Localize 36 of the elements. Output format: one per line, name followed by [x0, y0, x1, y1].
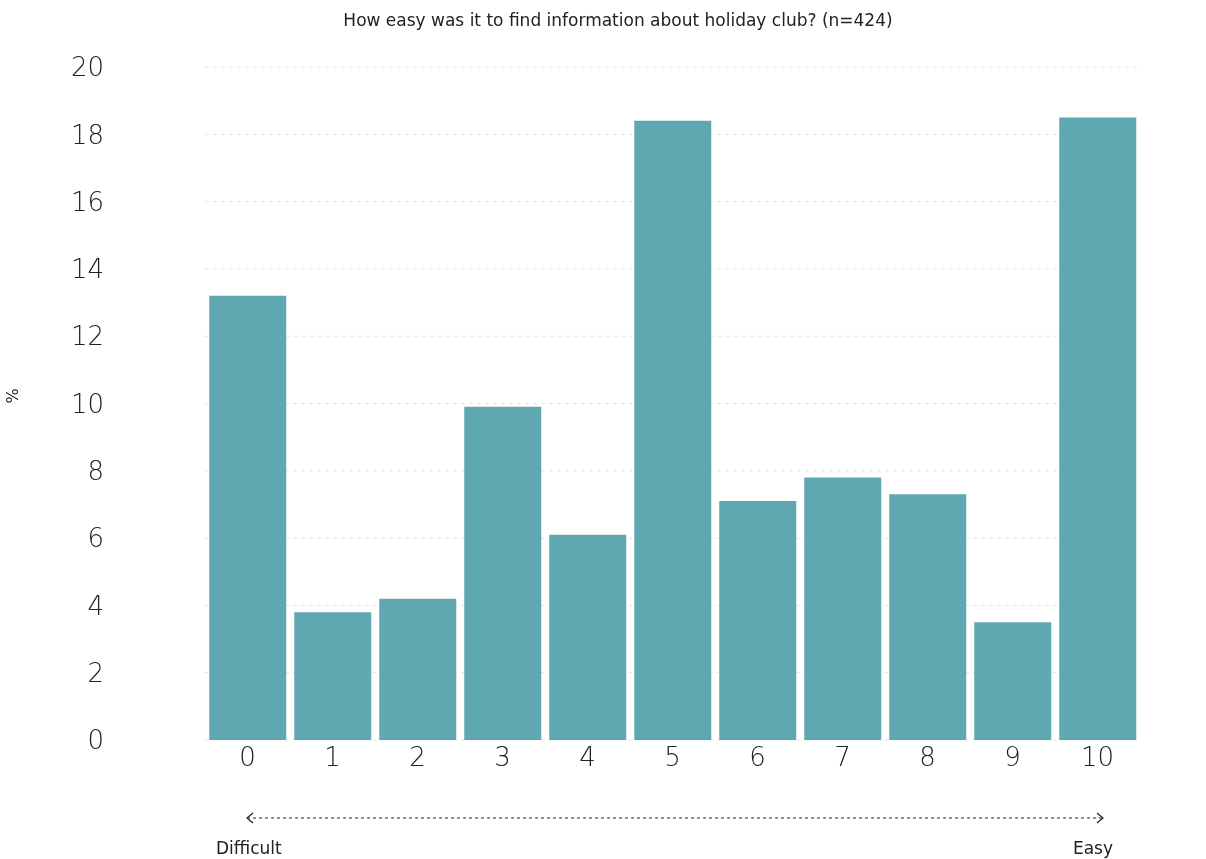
bar: [1059, 117, 1137, 740]
x-tick-label: 9: [1004, 742, 1021, 773]
chart-title: How easy was it to find information about holiday club? (n=424): [342, 10, 894, 30]
bar: [379, 598, 457, 740]
y-tick-label: 18: [70, 119, 104, 150]
x-tick-label: 7: [834, 742, 851, 773]
y-tick-label: 8: [87, 456, 104, 487]
x-tick-label: 6: [749, 742, 766, 773]
x-tick-label: 3: [494, 742, 511, 773]
y-tick-label: 6: [87, 523, 104, 554]
y-tick-label: 12: [70, 321, 104, 352]
bar: [549, 534, 627, 740]
y-tick-label: 14: [70, 254, 104, 285]
y-tick-label: 2: [87, 657, 104, 688]
y-axis-title: %: [2, 388, 22, 404]
y-tick-label: 16: [70, 186, 104, 217]
text: Easy: [1072, 838, 1113, 858]
y-tick-label: 10: [70, 388, 104, 419]
bar: [209, 295, 287, 740]
bar: [719, 501, 797, 740]
x-tick-label: 4: [579, 742, 596, 773]
text: Difficult: [216, 838, 282, 858]
y-tick-label: 20: [70, 52, 104, 83]
x-tick-label: 0: [239, 742, 256, 773]
x-tick-label: 2: [409, 742, 426, 773]
y-tick-label: 4: [87, 590, 104, 621]
bar: [464, 406, 542, 740]
bar: [294, 612, 372, 740]
x-tick-label: 1: [324, 742, 341, 773]
bar: [804, 477, 882, 740]
bar: [974, 622, 1052, 740]
x-tick-label: 5: [664, 742, 681, 773]
x-tick-label: 8: [919, 742, 936, 773]
bar: [634, 120, 712, 740]
bar: [889, 494, 967, 740]
x-tick-label: 10: [1080, 742, 1115, 773]
